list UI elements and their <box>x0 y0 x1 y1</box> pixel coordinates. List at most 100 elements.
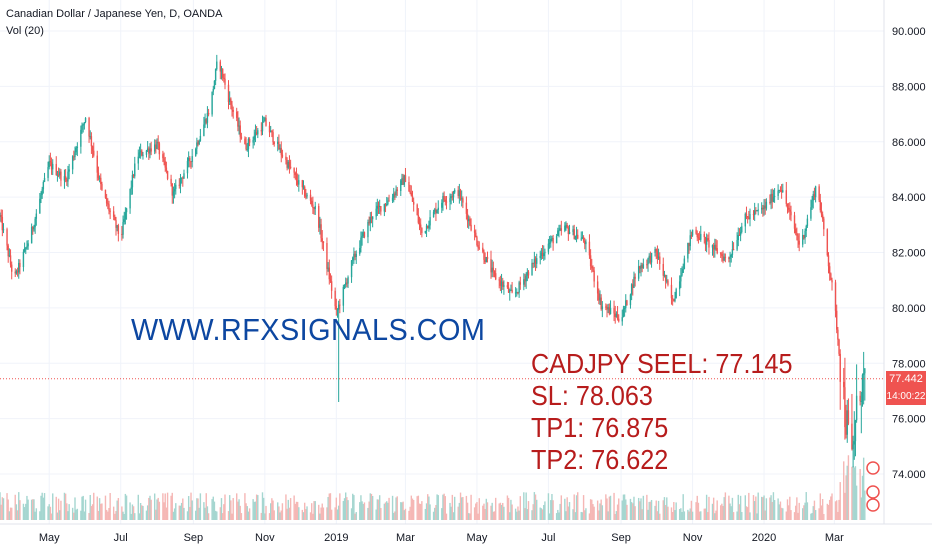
volume-bar <box>682 494 684 520</box>
volume-bar <box>674 510 676 520</box>
volume-bar <box>753 501 756 520</box>
volume-bar <box>175 503 177 520</box>
candle-body <box>696 233 698 238</box>
candle-body <box>320 224 322 239</box>
candle-body <box>477 245 479 248</box>
candle-body <box>797 235 799 241</box>
candle-body <box>245 143 247 150</box>
candle-body <box>510 289 512 291</box>
volume-bar <box>810 513 812 520</box>
volume-bar <box>362 504 364 520</box>
candle-body <box>573 229 575 239</box>
volume-bar <box>239 505 241 520</box>
volume-bar <box>626 504 628 520</box>
time-tick-label: 2019 <box>324 532 348 544</box>
candle-body <box>640 265 642 269</box>
candle-body <box>15 270 18 274</box>
volume-bar <box>96 496 98 520</box>
candle-body <box>506 285 509 288</box>
candle-body <box>25 247 27 249</box>
candle-body <box>228 98 231 102</box>
volume-bar <box>26 495 28 520</box>
candle-body <box>277 141 279 144</box>
volume-bar <box>391 495 394 520</box>
volume-bar <box>236 493 238 520</box>
candle-body <box>626 300 628 306</box>
volume-bar <box>296 501 299 520</box>
volume-bar <box>287 499 289 520</box>
volume-bar <box>514 508 517 520</box>
event-flag-icon[interactable] <box>866 461 880 512</box>
volume-bar <box>441 508 443 520</box>
candle-body <box>691 229 694 236</box>
candle-body <box>475 232 477 238</box>
volume-bar <box>145 510 148 520</box>
volume-bar <box>558 512 560 520</box>
candle-body <box>105 197 108 204</box>
volume-bar <box>834 501 837 520</box>
candle-body <box>599 297 601 301</box>
price-axis[interactable]: 74.000 76.000 78.000 80.000 82.000 84.000 86.0… <box>892 26 926 481</box>
volume-bar <box>347 500 349 520</box>
volume-bar <box>132 506 135 520</box>
candle-body <box>123 219 125 223</box>
time-tick-label: Mar <box>396 532 415 544</box>
volume-bar <box>33 499 35 520</box>
volume-bar <box>663 497 666 520</box>
volume-bar <box>690 500 693 520</box>
candle-body <box>722 256 724 261</box>
candle-body <box>844 387 846 428</box>
candle-body <box>642 264 645 269</box>
candle-body <box>819 200 821 211</box>
volume-bar <box>56 512 59 520</box>
candle-body <box>806 218 809 226</box>
candle-body <box>93 150 95 156</box>
volume-bar <box>712 497 715 520</box>
volume-bar <box>84 499 87 520</box>
time-axis[interactable]: May Jul Sep Nov 2019 Mar May Jul Sep Nov 2020 Mar <box>39 532 844 544</box>
volume-bar <box>650 499 653 520</box>
time-tick-label: Sep <box>611 532 631 544</box>
volume-bar <box>516 511 518 520</box>
candle-body <box>827 255 830 267</box>
volume-bar <box>436 494 438 520</box>
volume-indicator-label[interactable]: Vol (20) <box>6 25 44 37</box>
candle-body <box>852 444 854 450</box>
candle-body <box>289 166 292 169</box>
symbol-title[interactable]: Canadian Dollar / Japanese Yen, D, OANDA <box>6 8 223 20</box>
candle-body <box>8 255 11 257</box>
volume-bar <box>484 508 486 520</box>
candle-body <box>30 227 33 244</box>
volume-bar <box>257 495 259 520</box>
volume-bar <box>778 504 780 520</box>
volume-bar <box>722 505 724 520</box>
volume-bar <box>614 513 616 520</box>
volume-bar <box>761 496 763 520</box>
volume-bar <box>762 497 764 520</box>
candle-body <box>237 117 239 127</box>
candle-body <box>625 300 627 309</box>
volume-bar <box>22 503 25 520</box>
volume-bar <box>173 508 176 520</box>
volume-bar <box>632 503 634 520</box>
candle-body <box>435 209 437 214</box>
volume-bar <box>531 510 533 520</box>
volume-bar <box>71 507 74 520</box>
candle-body <box>580 238 582 240</box>
candle-body <box>729 256 731 259</box>
candle-body <box>499 280 502 286</box>
candle-body <box>484 259 486 263</box>
volume-bar <box>641 509 643 520</box>
volume-bar <box>465 495 468 520</box>
candle-body <box>278 141 280 150</box>
volume-bar <box>303 502 306 520</box>
candle-body <box>581 237 584 239</box>
volume-bar <box>98 498 101 520</box>
volume-bar <box>728 495 730 520</box>
candle-body <box>771 193 773 202</box>
volume-bar <box>7 499 9 520</box>
volume-bar <box>68 504 70 520</box>
candle-body <box>674 298 676 302</box>
candle-body <box>450 196 452 199</box>
